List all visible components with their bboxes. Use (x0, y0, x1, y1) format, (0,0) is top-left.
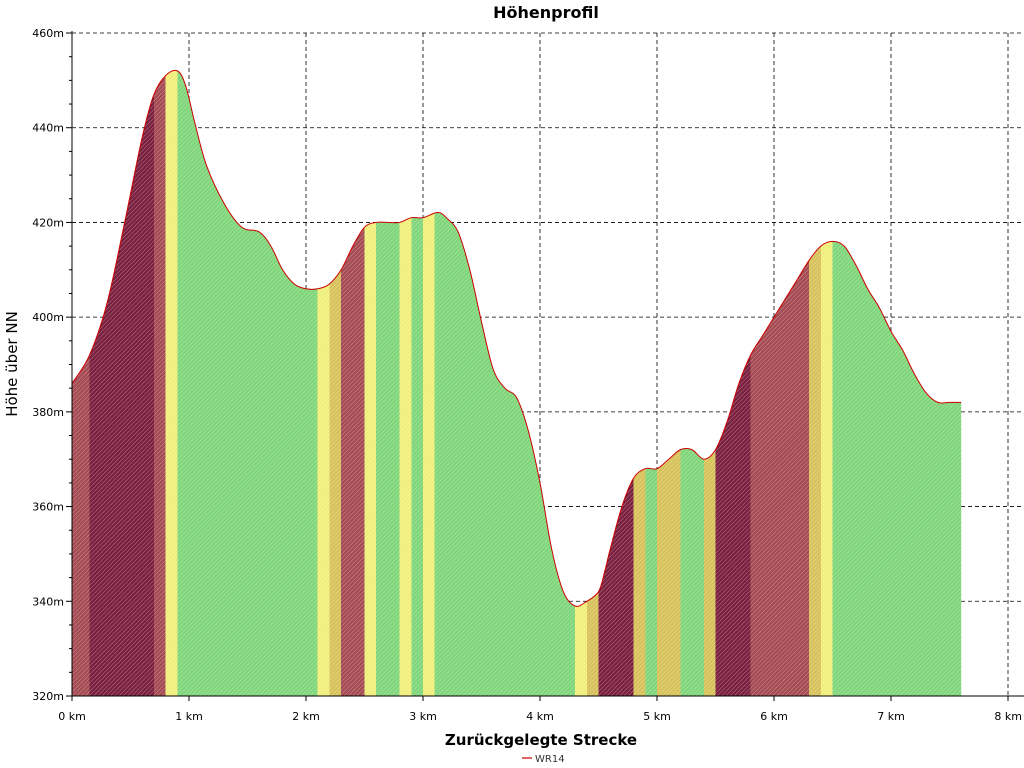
x-tick-label: 7 km (877, 710, 905, 723)
y-tick-label: 320m (32, 690, 64, 703)
y-tick-label: 360m (32, 501, 64, 514)
y-axis-title: Höhe über NN (3, 311, 21, 417)
y-tick-label: 460m (32, 27, 64, 40)
x-axis-title: Zurückgelegte Strecke (445, 731, 637, 749)
elevation-area-hatch (72, 70, 962, 697)
y-tick-labels: 320m 340m 360m 380m 400m 420m 440m 460m (32, 27, 72, 703)
legend: WR14 (522, 754, 565, 765)
x-tick-label: 5 km (643, 710, 671, 723)
x-tick-label: 4 km (526, 710, 554, 723)
elevation-line (71, 69, 962, 607)
axes (68, 31, 1024, 700)
x-tick-label: 3 km (409, 710, 437, 723)
x-tick-label: 2 km (292, 710, 320, 723)
y-tick-label: 440m (32, 122, 64, 135)
chart-title: Höhenprofil (493, 3, 599, 22)
y-tick-label: 420m (32, 216, 64, 229)
y-tick-label: 400m (32, 311, 64, 324)
x-tick-label: 6 km (760, 710, 788, 723)
x-tick-labels: 0 km 1 km 2 km 3 km 4 km 5 km 6 km 7 km 8 km (58, 696, 1022, 723)
y-tick-label: 380m (32, 406, 64, 419)
x-tick-label: 8 km (994, 710, 1022, 723)
area-series (71, 69, 962, 697)
y-tick-label: 340m (32, 595, 64, 608)
x-tick-label: 1 km (175, 710, 203, 723)
legend-label-wr14: WR14 (535, 754, 565, 765)
x-tick-label: 0 km (58, 710, 86, 723)
